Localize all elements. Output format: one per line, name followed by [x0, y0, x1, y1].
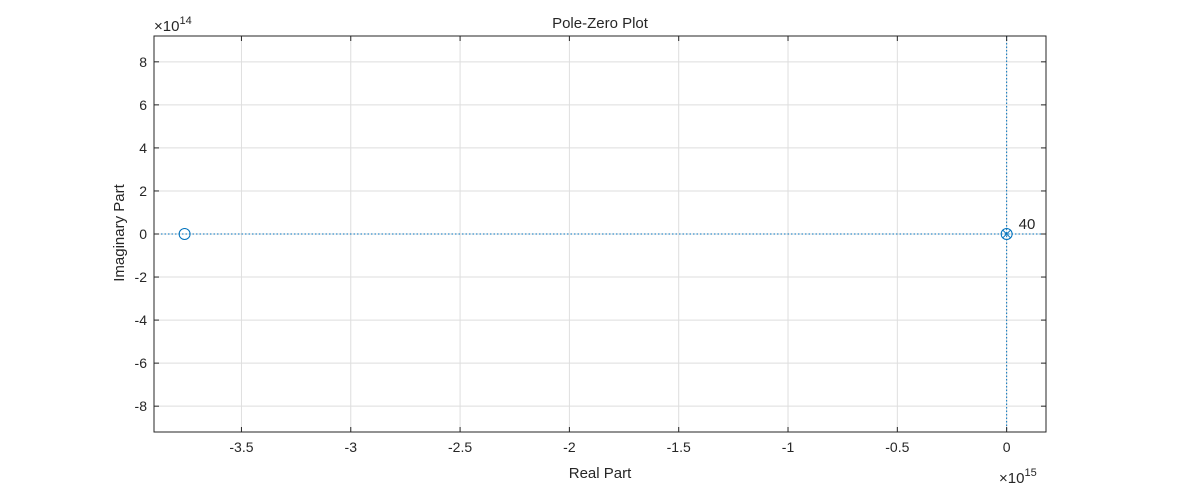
x-tick-label: -1.5: [667, 439, 691, 455]
zero-marker: [1000, 228, 1013, 240]
y-tick-label: 2: [139, 183, 147, 199]
x-tick-label: -0.5: [885, 439, 909, 455]
pole-cross-stroke: [1002, 229, 1012, 239]
x-axis-label: Real Part: [569, 465, 632, 482]
x-tick-label: -2.5: [448, 439, 472, 455]
x-exponent-label: ×1015: [999, 467, 1037, 486]
y-tick-label: 0: [139, 226, 147, 242]
y-axis-label: Imaginary Part: [111, 183, 128, 281]
x-tick-label: 0: [1003, 439, 1011, 455]
y-tick-label: -2: [135, 269, 148, 285]
zero-marker: [178, 228, 191, 240]
multiplicity-annotation: 40: [1019, 216, 1036, 233]
x-tick-label: -3: [345, 439, 358, 455]
pole-marker: [1002, 229, 1012, 239]
y-tick-label: -8: [135, 398, 148, 414]
x-tick-label: -3.5: [229, 439, 253, 455]
y-tick-label: 4: [139, 140, 147, 156]
x-tick-label: -1: [782, 439, 795, 455]
pole-zero-markers: 40: [178, 216, 1036, 240]
axis-ticks: -3.5 -3 -2.5 -2 -1.5 -1 -0.5 0 -8 -6 -4 -2 0 2 4 6 8: [135, 36, 1046, 455]
y-tick-label: 8: [139, 54, 147, 70]
y-tick-label: -4: [135, 312, 148, 328]
axis-reference-lines: [154, 36, 1046, 432]
y-exponent-label: ×1014: [154, 15, 192, 35]
x-tick-label: -2: [563, 439, 576, 455]
y-tick-label: 6: [139, 97, 147, 113]
y-tick-label: -6: [135, 355, 148, 371]
chart-title: Pole-Zero Plot: [552, 15, 649, 32]
